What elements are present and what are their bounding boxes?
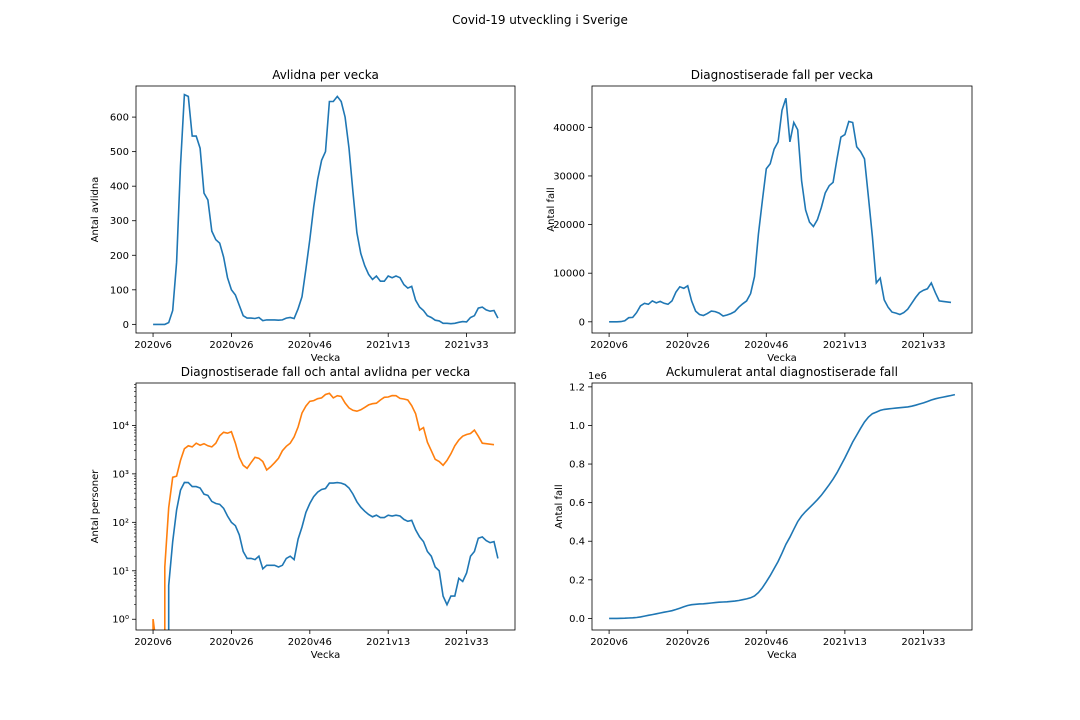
- y-tick-label: 100: [110, 285, 129, 296]
- chart-title: Diagnostiserade fall och antal avlidna p…: [181, 365, 471, 379]
- y-axis-label: Antal fall: [554, 484, 565, 528]
- y-tick-label: 500: [110, 147, 129, 158]
- x-tick-label: 2020v26: [666, 637, 710, 648]
- chart-4: Ackumulerat antal diagnostiserade fall 0.…: [554, 365, 973, 661]
- y-tick-label: 0.0: [569, 614, 585, 625]
- chart-3: Diagnostiserade fall och antal avlidna p…: [90, 365, 516, 661]
- x-tick-label: 2021v33: [445, 637, 489, 648]
- plot-frame: [135, 382, 516, 631]
- y-tick-label: 1.0: [569, 421, 585, 432]
- y-tick-label: 20000: [553, 220, 585, 231]
- plot-frame: [591, 382, 973, 631]
- y-tick-label: 0.6: [569, 498, 585, 509]
- x-tick-label: 2020v6: [590, 340, 628, 351]
- x-tick-label: 2021v33: [901, 340, 945, 351]
- x-tick-label: 2021v33: [445, 340, 489, 351]
- y-tick-label: 1.2: [569, 382, 585, 393]
- x-tick-label: 2021v13: [366, 340, 410, 351]
- x-axis-label: Vecka: [311, 353, 340, 364]
- y-tick-label: 0: [579, 317, 585, 328]
- x-tick-label: 2020v46: [744, 637, 788, 648]
- y-tick-label: 10⁴: [112, 421, 129, 432]
- chart-title: Avlidna per vecka: [272, 68, 379, 82]
- x-axis-label: Vecka: [311, 650, 340, 661]
- y-tick-label: 300: [110, 216, 129, 227]
- y-tick-label: 0.8: [569, 460, 585, 471]
- x-tick-label: 2020v6: [590, 637, 628, 648]
- chart-1: Avlidna per vecka 0 100 200 300 400 500 600 2020…: [90, 68, 516, 364]
- x-tick-label: 2021v33: [901, 637, 945, 648]
- y-tick-label: 10³: [112, 469, 129, 480]
- x-tick-label: 2020v46: [744, 340, 788, 351]
- y-offset-text: 1e6: [588, 371, 607, 382]
- charts-container: Avlidna per vecka 0 100 200 300 400 500 600 2020…: [90, 68, 973, 661]
- chart-2: Diagnostiserade fall per vecka 0 10000 2000…: [546, 68, 973, 364]
- x-axis-label: Vecka: [767, 650, 796, 661]
- x-tick-label: 2021v13: [823, 637, 867, 648]
- series-line-1: [164, 392, 495, 630]
- series-line-1: [609, 393, 956, 620]
- y-tick-label: 10¹: [112, 566, 129, 577]
- y-axis-label: Antal personer: [90, 469, 101, 544]
- y-tick-label: 30000: [553, 171, 585, 182]
- plot-frame: [591, 85, 973, 334]
- x-tick-label: 2020v26: [209, 637, 253, 648]
- y-tick-label: 10000: [553, 269, 585, 280]
- figure-title: Covid-19 utveckling i Sverige: [452, 13, 628, 27]
- x-tick-label: 2020v46: [288, 637, 332, 648]
- plot-frame: [135, 85, 516, 334]
- y-tick-label: 10²: [112, 518, 129, 529]
- x-axis-label: Vecka: [767, 353, 796, 364]
- y-tick-label: 10⁰: [112, 615, 129, 626]
- y-tick-label: 600: [110, 113, 129, 124]
- y-tick-label: 400: [110, 182, 129, 193]
- y-tick-label: 0.2: [569, 575, 585, 586]
- y-axis-label: Antal avlidna: [90, 177, 101, 243]
- series-line-1: [153, 93, 499, 326]
- y-tick-label: 0.4: [569, 537, 585, 548]
- y-tick-label: 0: [123, 320, 129, 331]
- x-tick-label: 2020v6: [134, 637, 172, 648]
- x-tick-label: 2020v26: [666, 340, 710, 351]
- chart-title: Diagnostiserade fall per vecka: [691, 68, 874, 82]
- x-tick-label: 2020v46: [288, 340, 332, 351]
- series-line-1: [609, 97, 952, 323]
- y-axis-label: Antal fall: [546, 187, 557, 231]
- y-tick-label: 200: [110, 251, 129, 262]
- x-tick-label: 2021v13: [823, 340, 867, 351]
- series-line-2: [167, 481, 499, 630]
- x-tick-label: 2021v13: [366, 637, 410, 648]
- x-tick-label: 2020v26: [209, 340, 253, 351]
- x-tick-label: 2020v6: [134, 340, 172, 351]
- chart-title: Ackumulerat antal diagnostiserade fall: [666, 365, 898, 379]
- y-tick-label: 40000: [553, 123, 585, 134]
